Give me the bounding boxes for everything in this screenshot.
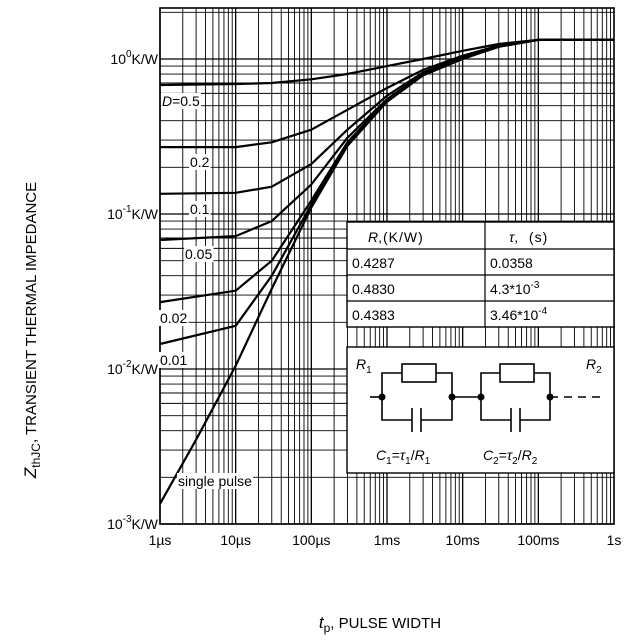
table-header-tau: τ, (s) <box>509 229 548 245</box>
curve-label-background <box>189 154 211 170</box>
resistor-2-label: R2 <box>586 356 602 376</box>
x-axis-title: tp, PULSE WIDTH <box>319 613 441 635</box>
table-cell-tau-mantissa: 3.46*10 <box>490 307 538 323</box>
y-tick-exponent: -3 <box>123 514 132 525</box>
curve-labels: D=0.5 0.2 0.1 0.05 0.02 0.01 single pulse <box>159 93 254 489</box>
curve-label-background <box>189 201 211 217</box>
circuit-node <box>477 393 485 401</box>
y-tick-base: 10 <box>110 51 126 67</box>
x-axis-title-subscript: p <box>324 621 331 635</box>
y-tick-unit: K/W <box>132 516 159 532</box>
y-tick-unit: K/W <box>132 206 159 222</box>
curve-label: single pulse <box>178 473 252 489</box>
curve-label-background <box>184 246 214 262</box>
table-cell-r: 0.4287 <box>352 255 395 271</box>
table-cell-tau-mantissa: 0.0358 <box>490 255 533 271</box>
table-header-r-symbol: R <box>368 229 378 245</box>
x-tick-label: 100µs <box>292 532 330 548</box>
x-axis-title-symbol: t <box>319 613 325 632</box>
curve-label-value: =0.5 <box>172 93 200 109</box>
equivalent-circuit: R1 R2 C1=τ1/R1 C2=τ2/R2 <box>346 346 615 474</box>
circuit-node <box>378 393 386 401</box>
curve-label-symbol: D <box>162 93 172 109</box>
capacitor-1-label: C1=τ1/R1 <box>376 447 431 467</box>
x-tick-label: 1s <box>607 532 622 548</box>
table-header-r: R,(K/W) <box>368 229 424 245</box>
y-tick-label: 10-1K/W <box>107 204 159 222</box>
curve-label: D=0.5 <box>162 93 200 109</box>
y-tick-base: 10 <box>107 206 123 222</box>
curve-label: 0.2 <box>190 154 210 170</box>
y-tick-label: 10-3K/W <box>107 514 159 532</box>
curve-label: 0.05 <box>185 246 212 262</box>
y-tick-unit: K/W <box>132 361 159 377</box>
table-cell-tau: 3.46*10-4 <box>490 306 548 323</box>
y-tick-exponent: 0 <box>126 49 132 60</box>
y-tick-base: 10 <box>107 361 123 377</box>
curves <box>159 38 614 505</box>
curve-label: 0.02 <box>160 310 187 326</box>
y-tick-labels: 100K/W10-1K/W10-2K/W10-3K/W <box>107 49 159 532</box>
y-tick-label: 100K/W <box>110 49 158 67</box>
table-header-tau-unit: , (s) <box>514 229 548 245</box>
curve-label-background <box>177 473 254 489</box>
table-cell-tau: 0.0358 <box>490 255 533 271</box>
curve-label: 0.01 <box>160 352 187 368</box>
x-tick-labels: 1µs 10µs 100µs 1ms 10ms 100ms 1s <box>149 532 622 548</box>
curve-label-background <box>161 93 201 109</box>
x-tick-label: 1µs <box>149 532 172 548</box>
circuit-node <box>546 393 554 401</box>
capacitor-2-label: C2=τ2/R2 <box>483 447 538 467</box>
x-tick-label: 100ms <box>517 532 559 548</box>
circuit-wiring <box>370 363 606 432</box>
y-tick-exponent: -1 <box>123 204 132 215</box>
circuit-node <box>448 393 456 401</box>
table-cell-tau-exponent: -3 <box>530 280 539 291</box>
thermal-model-table: R,(K/W) τ, (s) 0.4287 0.0358 0.4830 4.3*… <box>346 221 615 328</box>
y-axis-title-subscript: thJC <box>29 443 43 468</box>
curve-label-background <box>159 310 189 326</box>
y-tick-unit: K/W <box>132 51 159 67</box>
curve-label-background <box>159 352 189 368</box>
table-header-tau-symbol: τ <box>509 229 515 245</box>
x-tick-label: 10µs <box>220 532 251 548</box>
y-tick-label: 10-2K/W <box>107 359 159 377</box>
x-tick-label: 10ms <box>446 532 480 548</box>
y-tick-base: 10 <box>107 516 123 532</box>
x-tick-label: 1ms <box>374 532 400 548</box>
curve-single-pulse <box>159 38 614 505</box>
table-cell-r: 0.4830 <box>352 281 395 297</box>
table-cell-r: 0.4383 <box>352 307 395 323</box>
table-header-r-unit: ,(K/W) <box>378 229 424 245</box>
curve-label: 0.1 <box>190 201 210 217</box>
y-axis-title: ZthJC, TRANSIENT THERMAL IMPEDANCE <box>21 182 43 479</box>
y-tick-exponent: -2 <box>123 359 132 370</box>
resistor-1-label: R1 <box>356 356 372 376</box>
table-cell-tau-exponent: -4 <box>538 306 547 317</box>
y-axis-title-symbol: Z <box>21 467 40 479</box>
circuit-nodes <box>378 393 554 401</box>
table-cell-tau: 4.3*10-3 <box>490 280 540 297</box>
y-axis-title-text: , TRANSIENT THERMAL IMPEDANCE <box>23 182 40 443</box>
table-cell-tau-mantissa: 4.3*10 <box>490 281 531 297</box>
x-axis-title-text: , PULSE WIDTH <box>330 615 441 632</box>
